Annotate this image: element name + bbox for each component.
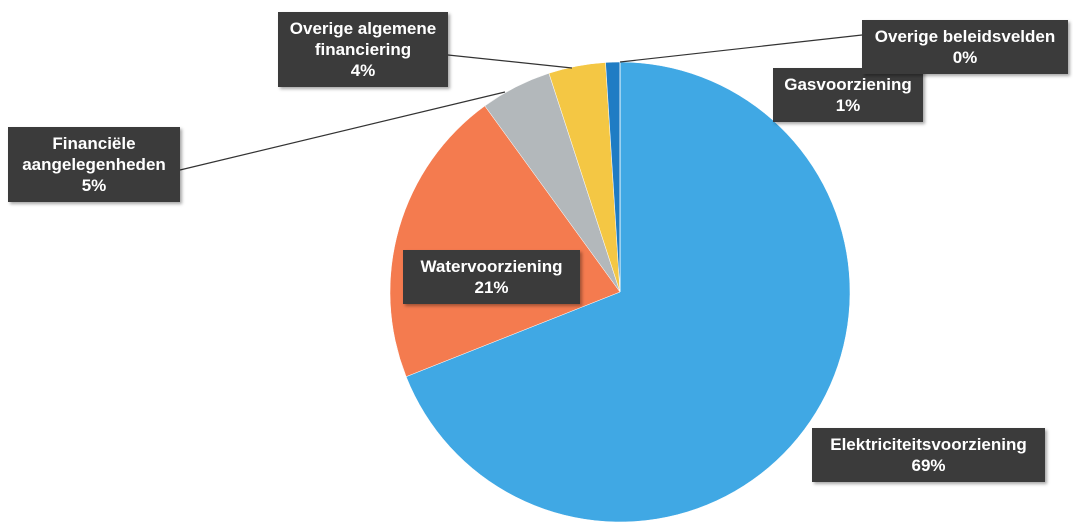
label-value: 5% [81, 176, 107, 195]
leader-line [179, 91, 506, 171]
data-label: Overige beleidsvelden 0% [862, 20, 1068, 74]
label-name: Overige algemene financiering [289, 19, 437, 59]
leader-line [447, 54, 573, 69]
pie-slice [389, 105, 621, 377]
label-value: 4% [350, 61, 376, 80]
data-label: Overige algemene financiering 4% [278, 12, 448, 87]
data-label: Elektriciteitsvoorziening 69% [812, 428, 1045, 482]
label-value: 21% [474, 278, 509, 297]
data-label: Gasvoorziening 1% [773, 68, 923, 122]
label-name: Overige beleidsvelden [874, 27, 1056, 46]
label-value: 1% [835, 96, 861, 115]
label-value: 69% [911, 456, 946, 475]
label-name: Financiële aangelegenheden [22, 134, 166, 174]
data-label: Watervoorziening 21% [403, 250, 580, 304]
pie-slice [405, 61, 851, 522]
label-name: Watervoorziening [420, 257, 563, 276]
label-name: Elektriciteitsvoorziening [830, 435, 1027, 454]
label-name: Gasvoorziening [784, 75, 912, 94]
data-label: Financiële aangelegenheden 5% [8, 127, 180, 202]
leader-line [619, 34, 863, 63]
label-value: 0% [952, 48, 978, 67]
